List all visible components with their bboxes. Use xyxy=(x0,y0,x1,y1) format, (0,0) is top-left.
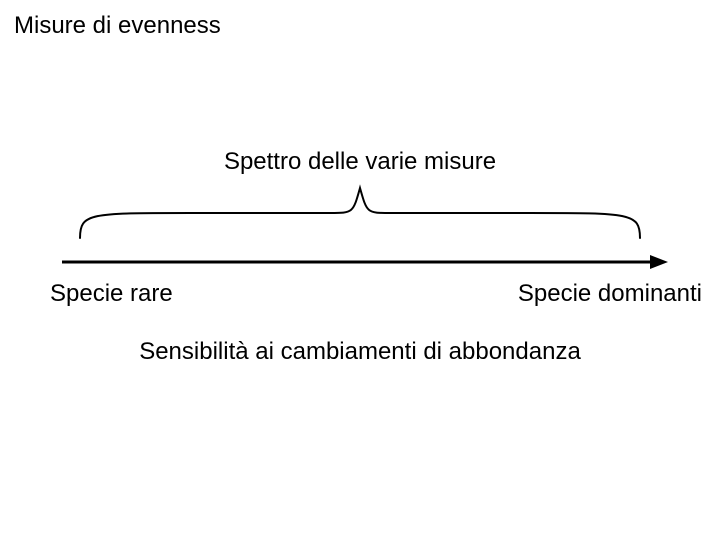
axis-left-label: Specie rare xyxy=(50,280,173,308)
slide-title: Misure di evenness xyxy=(14,12,221,40)
sensitivity-arrow xyxy=(60,250,670,274)
axis-caption: Sensibilità ai cambiamenti di abbondanza xyxy=(0,338,720,366)
spectrum-label: Spettro delle varie misure xyxy=(0,148,720,176)
axis-right-label: Specie dominanti xyxy=(518,280,702,308)
brace-icon xyxy=(70,178,650,248)
slide: Misure di evenness Spettro delle varie m… xyxy=(0,0,720,540)
